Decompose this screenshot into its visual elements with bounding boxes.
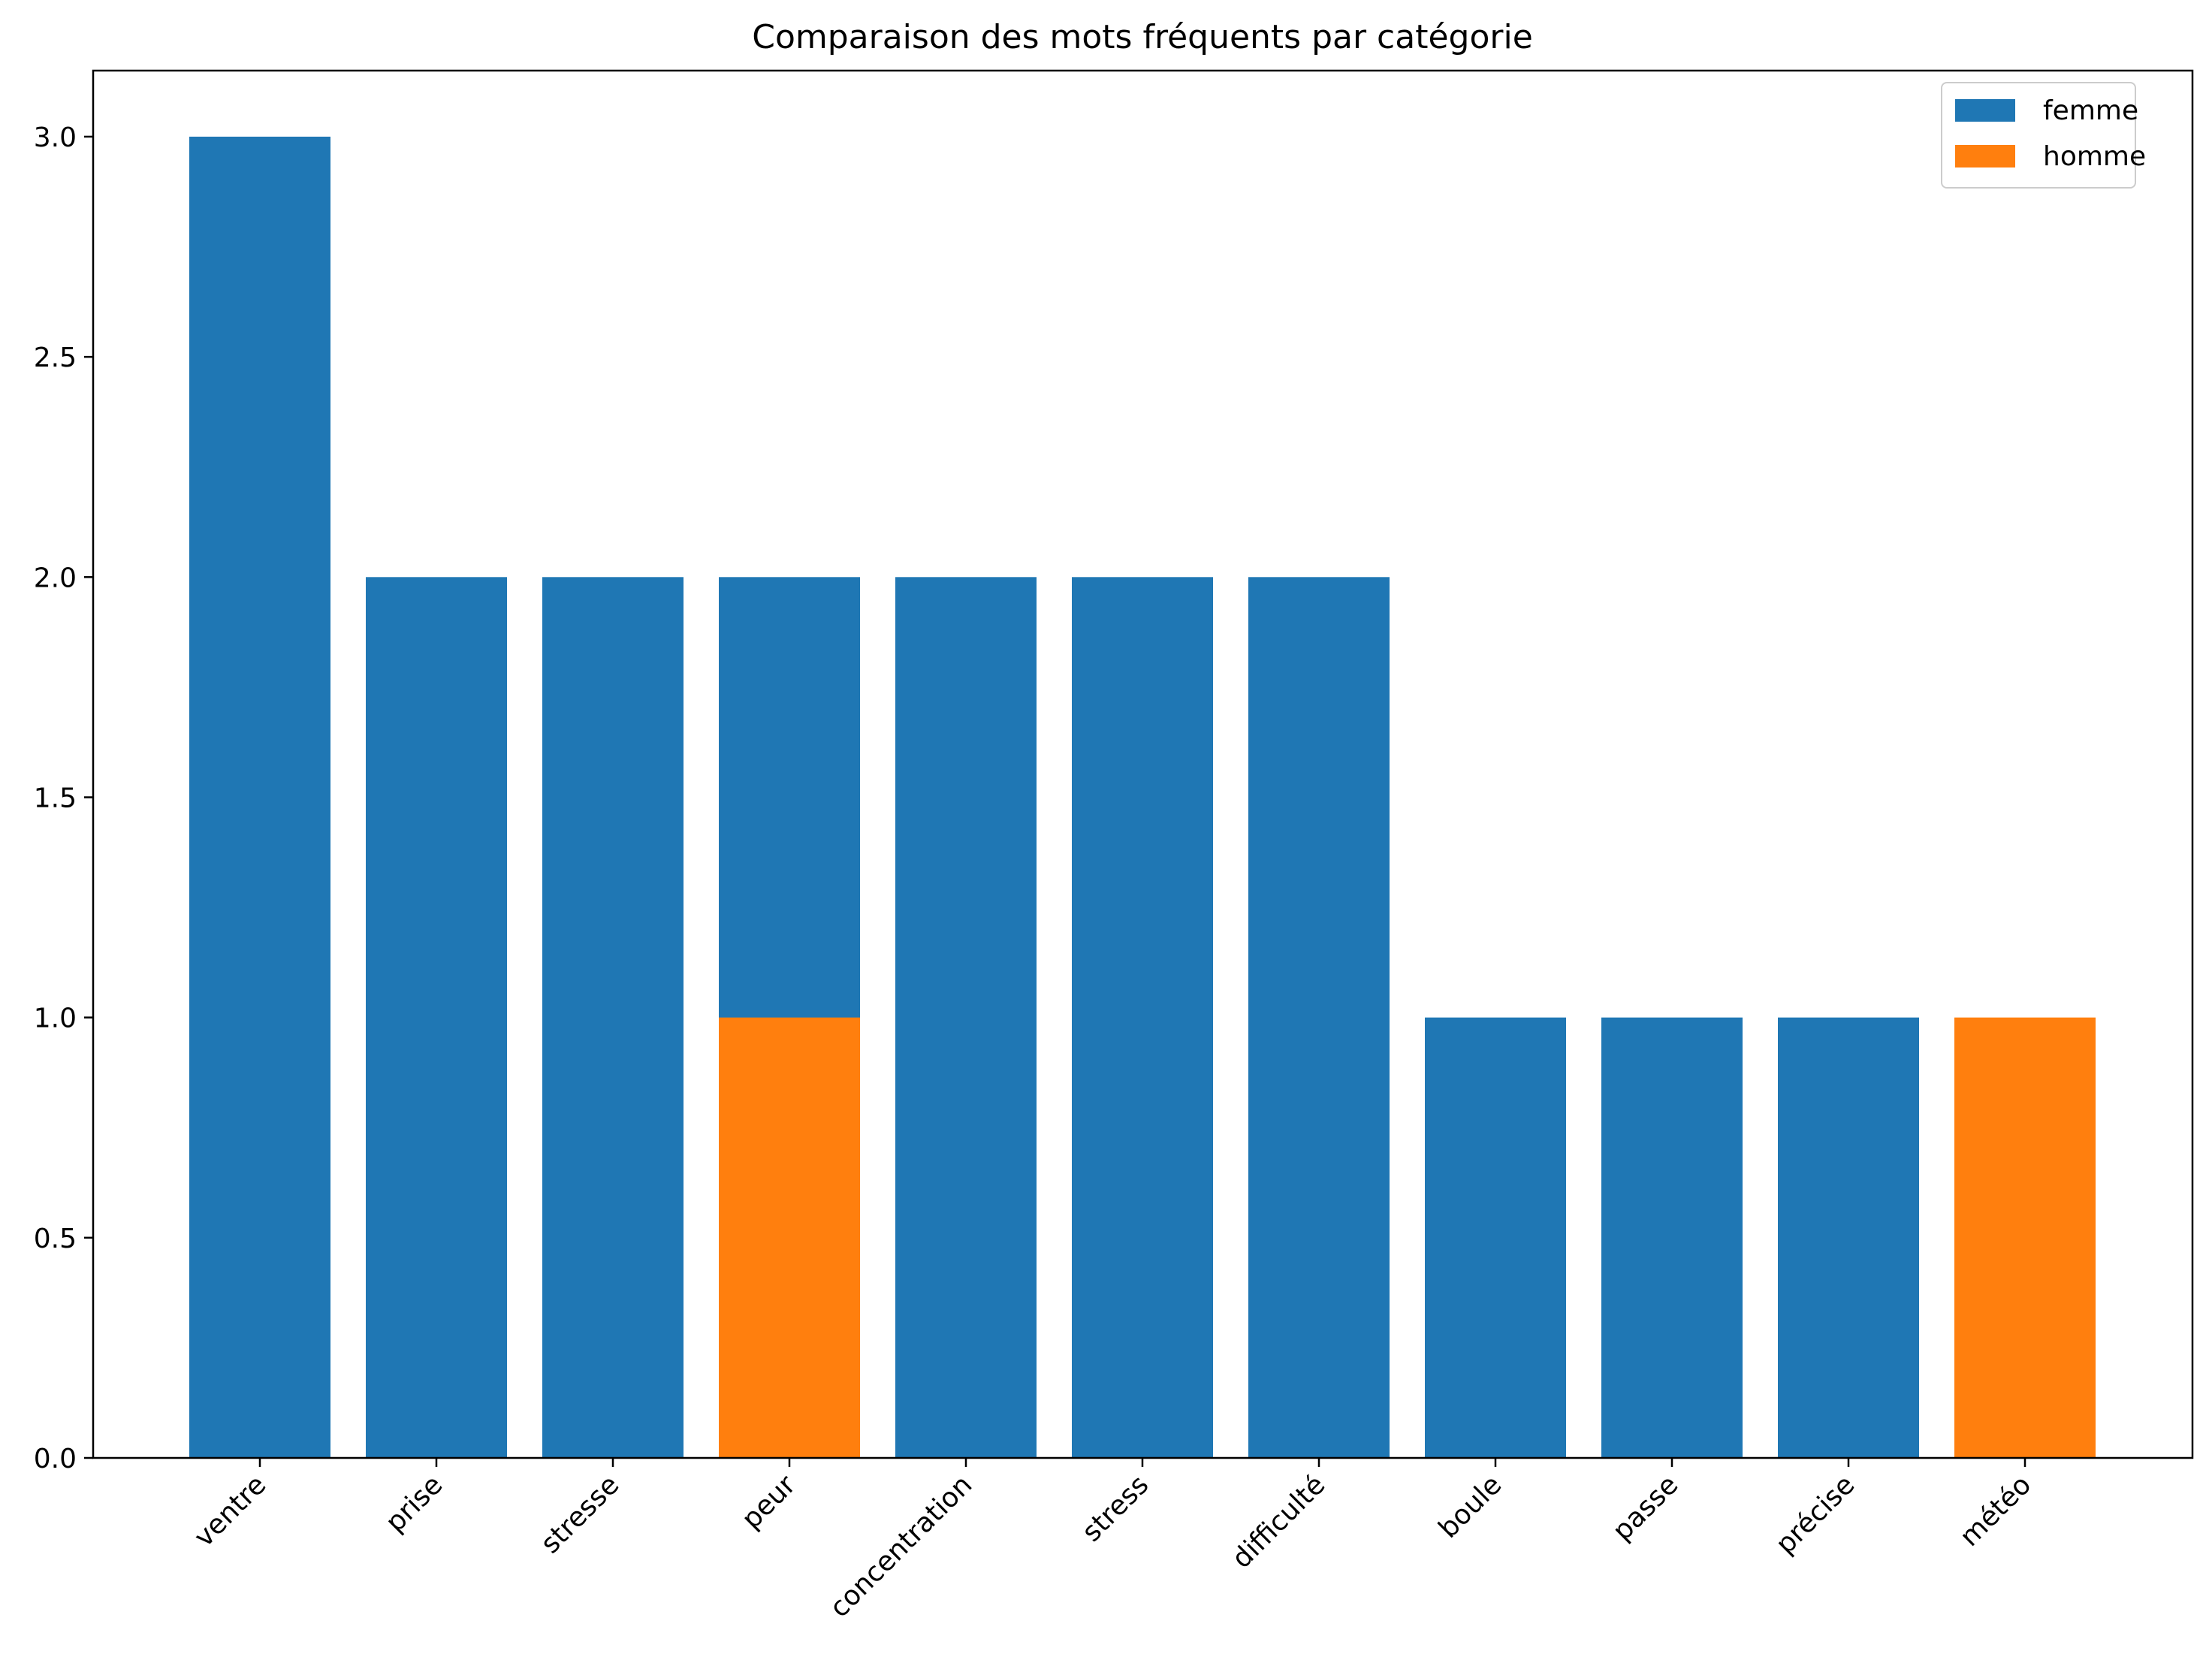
bar-homme-peur bbox=[719, 1017, 860, 1458]
bar-homme-météo bbox=[1954, 1017, 2096, 1458]
y-tick-label: 0.0 bbox=[34, 1444, 77, 1474]
bar-femme-difficulté bbox=[1248, 577, 1390, 1459]
y-tick-label: 1.5 bbox=[34, 783, 77, 813]
bar-femme-passe bbox=[1601, 1017, 1743, 1458]
legend-swatch-femme bbox=[1955, 99, 2015, 122]
y-axis: 0.0 0.5 1.0 1.5 2.0 2.5 3.0 bbox=[34, 122, 93, 1474]
legend-label-femme: femme bbox=[2043, 95, 2138, 126]
bar-femme-concentration bbox=[895, 577, 1037, 1459]
legend-swatch-homme bbox=[1955, 145, 2015, 167]
legend: femme homme bbox=[1941, 82, 2146, 189]
bar-femme-précise bbox=[1778, 1017, 1919, 1458]
bar-femme-stresse bbox=[542, 577, 684, 1459]
bar-femme-stress bbox=[1072, 577, 1213, 1459]
y-tick-label: 0.5 bbox=[34, 1224, 77, 1254]
bar-femme-boule bbox=[1425, 1017, 1566, 1458]
y-tick-label: 3.0 bbox=[34, 122, 77, 153]
bar-femme-prise bbox=[366, 577, 507, 1459]
y-tick-label: 2.0 bbox=[34, 563, 77, 593]
y-tick-label: 2.5 bbox=[34, 343, 77, 373]
bar-femme-ventre bbox=[189, 136, 330, 1458]
y-tick-label: 1.0 bbox=[34, 1003, 77, 1034]
chart-title: Comparaison des mots fréquents par catég… bbox=[752, 18, 1533, 56]
plot-area bbox=[189, 136, 2096, 1459]
legend-label-homme: homme bbox=[2043, 141, 2146, 172]
